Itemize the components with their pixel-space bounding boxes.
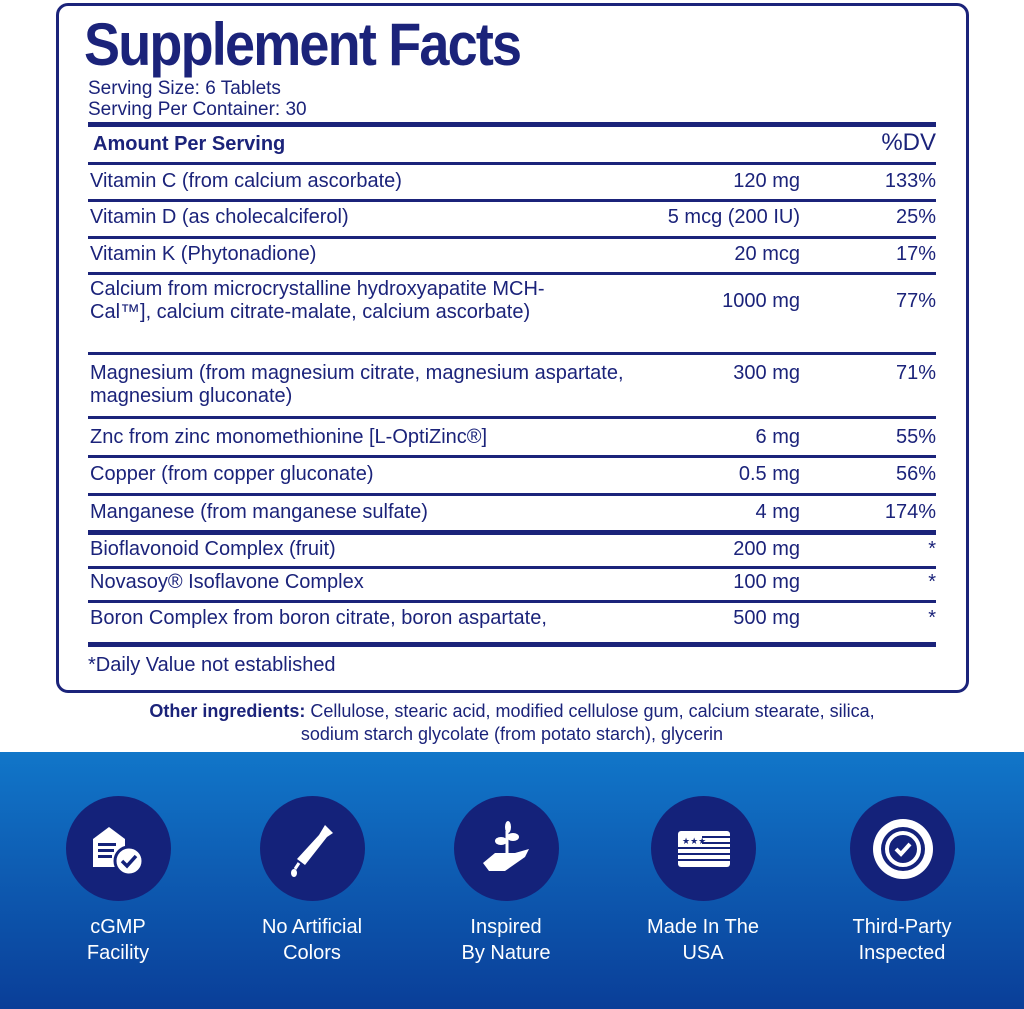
nutrient-amount: 120 mg (733, 170, 800, 192)
nutrient-name: Vitamin D (as cholecalciferol) (90, 206, 349, 228)
divider (88, 199, 936, 202)
divider (88, 493, 936, 496)
nutrient-dv: * (928, 538, 936, 560)
badge-label: Inspired By Nature (416, 914, 596, 966)
supplement-facts-panel (56, 3, 969, 693)
nutrient-name: Bioflavonoid Complex (fruit) (90, 538, 336, 560)
nutrient-dv: * (928, 607, 936, 629)
nutrient-name: Calcium from microcrystalline hydroxyapa… (90, 278, 545, 323)
divider (88, 600, 936, 603)
badge-label-line2: Facility (86, 942, 150, 964)
other-ingredients: Other ingredients: Cellulose, stearic ac… (0, 700, 1024, 723)
badge-label-line2: Inspected (858, 942, 946, 964)
nutrient-name: Manganese (from manganese sulfate) (90, 501, 428, 523)
seal-check-icon (850, 796, 955, 901)
nutrient-amount: 5 mcg (200 IU) (667, 206, 800, 228)
nutrient-amount: 500 mg (733, 607, 800, 629)
nutrient-name: Novasoy® Isoflavone Complex (90, 571, 364, 593)
nutrient-dv: 174% (884, 501, 936, 523)
divider (88, 162, 936, 165)
nutrient-name: Vitamin K (Phytonadione) (90, 243, 317, 265)
badge-label: Made In The USA (613, 914, 793, 966)
nutrient-name: Vitamin C (from calcium ascorbate) (90, 170, 402, 192)
nutrient-amount: 1000 mg (722, 290, 800, 312)
serving-size: Serving Size: 6 Tablets (88, 78, 281, 99)
badge-label-line1: No Artificial (261, 916, 363, 938)
badge-label: No Artificial Colors (222, 914, 402, 966)
nutrient-dv: 55% (895, 426, 936, 448)
nutrient-name: Znc from zinc monomethionine [L-OptiZinc… (90, 426, 488, 448)
nutrient-amount: 300 mg (733, 362, 800, 384)
nutrient-dv: 25% (895, 206, 936, 228)
badge-label-line2: USA (682, 942, 724, 964)
nutrient-amount: 20 mcg (734, 243, 800, 265)
page-title: Supplement Facts (84, 11, 522, 78)
other-ingredients-line1: Cellulose, stearic acid, modified cellul… (310, 701, 875, 721)
nutrient-name: Boron Complex from boron citrate, boron … (90, 607, 547, 629)
badge-label-line1: cGMP (90, 916, 146, 938)
badge-label-line2: Colors (283, 942, 341, 964)
badge-label-line1: Third-Party (852, 916, 952, 938)
hand-sprout-icon (454, 796, 559, 901)
nutrient-name: Magnesium (from magnesium citrate, magne… (90, 362, 624, 407)
divider (88, 352, 936, 355)
divider (88, 416, 936, 419)
nutrient-dv: * (928, 571, 936, 593)
svg-text:★★★: ★★★ (682, 836, 706, 846)
nutrient-dv: 77% (895, 290, 936, 312)
badge-label: cGMP Facility (28, 914, 208, 966)
divider (88, 236, 936, 239)
nutrient-amount: 200 mg (733, 538, 800, 560)
dropper-icon (260, 796, 365, 901)
usa-flag-icon: ★★★ (651, 796, 756, 901)
nutrient-amount: 100 mg (733, 571, 800, 593)
badge-label: Third-Party Inspected (812, 914, 992, 966)
other-ingredients-label: Other ingredients: (149, 701, 306, 721)
nutrient-dv: 17% (895, 243, 936, 265)
badge-label-line1: Made In The (647, 916, 759, 938)
nutrient-amount: 0.5 mg (738, 463, 800, 485)
nutrient-name: Copper (from copper gluconate) (90, 463, 374, 485)
other-ingredients-line2: sodium starch glycolate (from potato sta… (300, 724, 724, 744)
badge-label-line2: By Nature (461, 942, 551, 964)
nutrient-dv: 133% (884, 170, 936, 192)
amount-header: Amount Per Serving (93, 133, 286, 155)
footnote: *Daily Value not established (88, 654, 336, 676)
divider (88, 566, 936, 569)
nutrient-amount: 6 mg (755, 426, 800, 448)
dv-header: %DV (881, 129, 936, 156)
servings-per-container: Serving Per Container: 30 (88, 99, 307, 120)
facility-check-icon (66, 796, 171, 901)
nutrient-dv: 71% (895, 362, 936, 384)
divider (88, 272, 936, 275)
divider (88, 642, 936, 647)
nutrient-dv: 56% (895, 463, 936, 485)
divider (88, 122, 936, 127)
badge-label-line1: Inspired (470, 916, 542, 938)
divider (88, 530, 936, 535)
divider (88, 455, 936, 458)
nutrient-amount: 4 mg (755, 501, 800, 523)
